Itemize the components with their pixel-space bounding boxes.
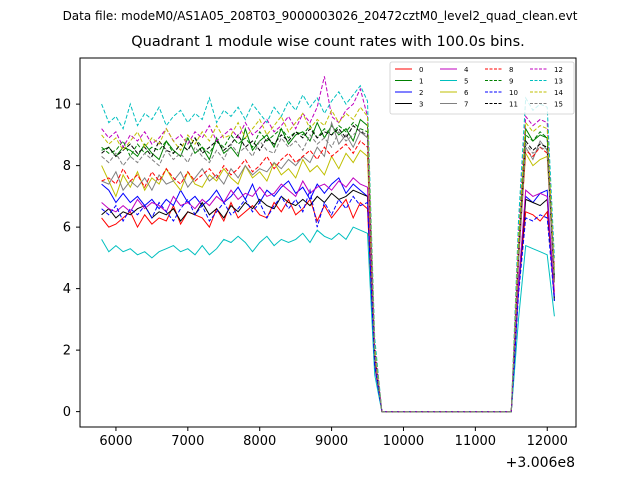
legend-label-2: 2 [419,89,423,97]
axes-frame [79,57,577,428]
legend-label-9: 9 [509,78,513,86]
legend-frame [389,61,575,115]
series-line-12 [101,76,555,413]
figure-suptitle: Data file: modeM0/AS1A05_208T03_90000030… [62,9,578,23]
y-axis: 0 2 4 6 8 10 [54,98,80,420]
legend-label-11: 11 [509,101,518,109]
x-tick-label: 7000 [171,434,204,449]
legend-label-4: 4 [464,66,469,74]
y-tick-label: 0 [63,405,71,420]
x-tick-label: 9000 [315,434,348,449]
legend-label-12: 12 [554,66,563,74]
series-line-1 [101,118,555,413]
series-line-10 [101,188,555,413]
legend-label-13: 13 [554,78,563,86]
y-tick-label: 8 [63,159,71,174]
series-line-11 [101,124,555,413]
x-axis-offset-label: +3.006e8 [506,455,575,471]
series-line-8 [101,140,555,413]
legend-label-7: 7 [464,101,468,109]
y-tick-label: 6 [63,221,71,236]
series-line-3 [101,189,555,413]
series-line-14 [101,106,555,413]
x-tick-label: 12000 [527,434,568,449]
legend-label-6: 6 [464,89,469,97]
x-tick-label: 10000 [383,434,424,449]
y-tick-label: 2 [63,344,71,359]
series-line-5 [101,226,555,413]
series-line-15 [101,127,555,413]
x-tick-label: 11000 [455,434,496,449]
legend-label-1: 1 [419,78,423,86]
legend-label-14: 14 [554,89,563,97]
y-tick-label: 4 [63,282,71,297]
x-tick-label: 6000 [99,434,132,449]
legend-label-3: 3 [419,101,423,109]
legend-label-0: 0 [419,66,423,74]
legend-label-10: 10 [509,89,518,97]
legend-label-8: 8 [509,66,513,74]
x-tick-label: 8000 [243,434,276,449]
series-line-0 [101,198,555,413]
series-layer [101,76,555,413]
chart-title: Quadrant 1 module wise count rates with … [131,34,525,50]
legend-label-5: 5 [464,78,468,86]
x-axis: 6000 7000 8000 9000 10000 11000 12000 [99,427,568,449]
legend-label-15: 15 [554,101,563,109]
y-tick-label: 10 [54,98,71,113]
